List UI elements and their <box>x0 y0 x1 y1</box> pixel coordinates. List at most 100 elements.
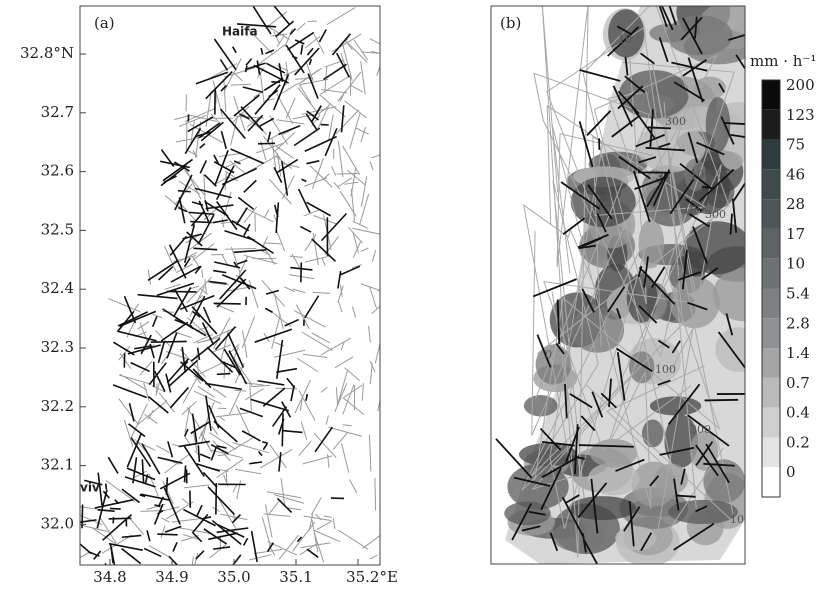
colorbar-cell <box>762 110 780 140</box>
cell-edge <box>328 454 329 468</box>
figure: 1030010010100300010030010 (a) (b) Haifa … <box>0 0 825 591</box>
station-link <box>276 202 278 233</box>
panel-label: (a) <box>94 14 115 32</box>
colorbar-label: 2.8 <box>786 314 810 332</box>
station-link <box>149 363 166 385</box>
city-label: viv <box>80 481 100 495</box>
cell-edge <box>310 166 332 187</box>
cell-edge <box>275 156 291 169</box>
y-tick-label: 32.8°N <box>20 44 74 62</box>
y-tick-label: 32.0 <box>41 514 74 532</box>
station-link <box>200 144 205 149</box>
cell-edge <box>344 182 358 184</box>
cell-edge <box>361 127 366 142</box>
station-link <box>342 105 344 132</box>
cell-edge <box>326 415 328 424</box>
rain-cell <box>552 521 606 552</box>
cell-edge <box>321 387 327 392</box>
colorbar-cell <box>762 318 780 348</box>
station-link <box>217 374 231 375</box>
cell-edge <box>234 390 246 391</box>
cell-edge <box>159 393 175 413</box>
station-link <box>278 126 300 135</box>
colorbar-label: 200 <box>786 76 815 94</box>
cell-edge <box>156 445 169 452</box>
station-link <box>111 549 113 564</box>
station-link <box>264 78 283 90</box>
cell-edge <box>327 7 356 24</box>
station-link <box>203 517 211 519</box>
cell-edge <box>343 146 360 175</box>
cell-edge <box>153 314 162 317</box>
cell-edge <box>371 148 400 157</box>
station-link <box>198 445 199 462</box>
cell-edge <box>274 350 305 357</box>
station-link <box>157 283 194 295</box>
cell-edge <box>337 173 360 174</box>
cell-edge <box>145 414 158 423</box>
station-link <box>306 394 307 401</box>
cell-edge <box>186 170 201 199</box>
cell-edge <box>336 387 337 405</box>
station-link <box>195 188 232 197</box>
y-tick-label: 32.5 <box>41 220 74 238</box>
cell-edge <box>234 73 242 81</box>
station-link <box>200 160 206 173</box>
station-link <box>179 441 210 446</box>
cell-edge <box>222 255 227 265</box>
contour-label: 300 <box>705 208 726 221</box>
cell-edge <box>237 481 241 500</box>
station-link <box>308 73 318 98</box>
station-link <box>120 311 156 326</box>
colorbar-label: 10 <box>786 255 805 273</box>
cell-edge <box>361 61 365 94</box>
station-link <box>252 531 258 562</box>
y-tick-label: 32.6 <box>41 162 74 180</box>
station-link <box>263 444 267 450</box>
station-link <box>142 459 143 482</box>
cell-edge <box>317 521 333 530</box>
cell-edge <box>242 316 254 348</box>
station-link <box>166 374 171 393</box>
station-link <box>197 505 202 516</box>
station-link <box>261 48 262 55</box>
colorbar-label: 46 <box>786 165 805 183</box>
cell-edge <box>369 435 370 472</box>
cell-edge <box>311 498 321 515</box>
station-link <box>198 348 200 360</box>
cell-edge <box>375 478 376 511</box>
cell-edge <box>225 248 256 249</box>
cell-edge <box>315 514 321 520</box>
station-link <box>213 271 226 273</box>
station-link <box>307 48 313 55</box>
cell-edge <box>333 518 335 528</box>
cell-edge <box>289 275 314 279</box>
contour-label: 0 <box>545 348 552 361</box>
cell-edge <box>233 485 237 492</box>
cell-edge <box>119 399 139 425</box>
cell-edge <box>148 270 150 285</box>
station-link <box>315 427 332 452</box>
cell-edge <box>301 422 306 440</box>
station-link <box>95 500 134 508</box>
colorbar-label: 5.4 <box>786 285 810 303</box>
rain-cell <box>571 177 636 227</box>
cell-edge <box>129 518 144 535</box>
cell-edge <box>219 153 242 156</box>
cell-edge <box>212 426 218 434</box>
station-link <box>288 32 314 49</box>
station-link <box>255 329 292 342</box>
cell-edge <box>224 364 225 379</box>
station-link <box>151 341 187 342</box>
station-link <box>277 340 283 379</box>
cell-edge <box>265 210 269 218</box>
x-tick-label: 34.9 <box>155 568 188 586</box>
cell-edge <box>245 208 274 222</box>
cell-edge <box>363 536 380 549</box>
y-tick-label: 32.2 <box>41 397 74 415</box>
station-link <box>301 179 306 181</box>
cell-edge <box>224 79 226 112</box>
colorbar-unit: mm · h⁻¹ <box>750 52 816 70</box>
cell-edge <box>245 389 263 400</box>
cell-edge <box>261 251 269 255</box>
